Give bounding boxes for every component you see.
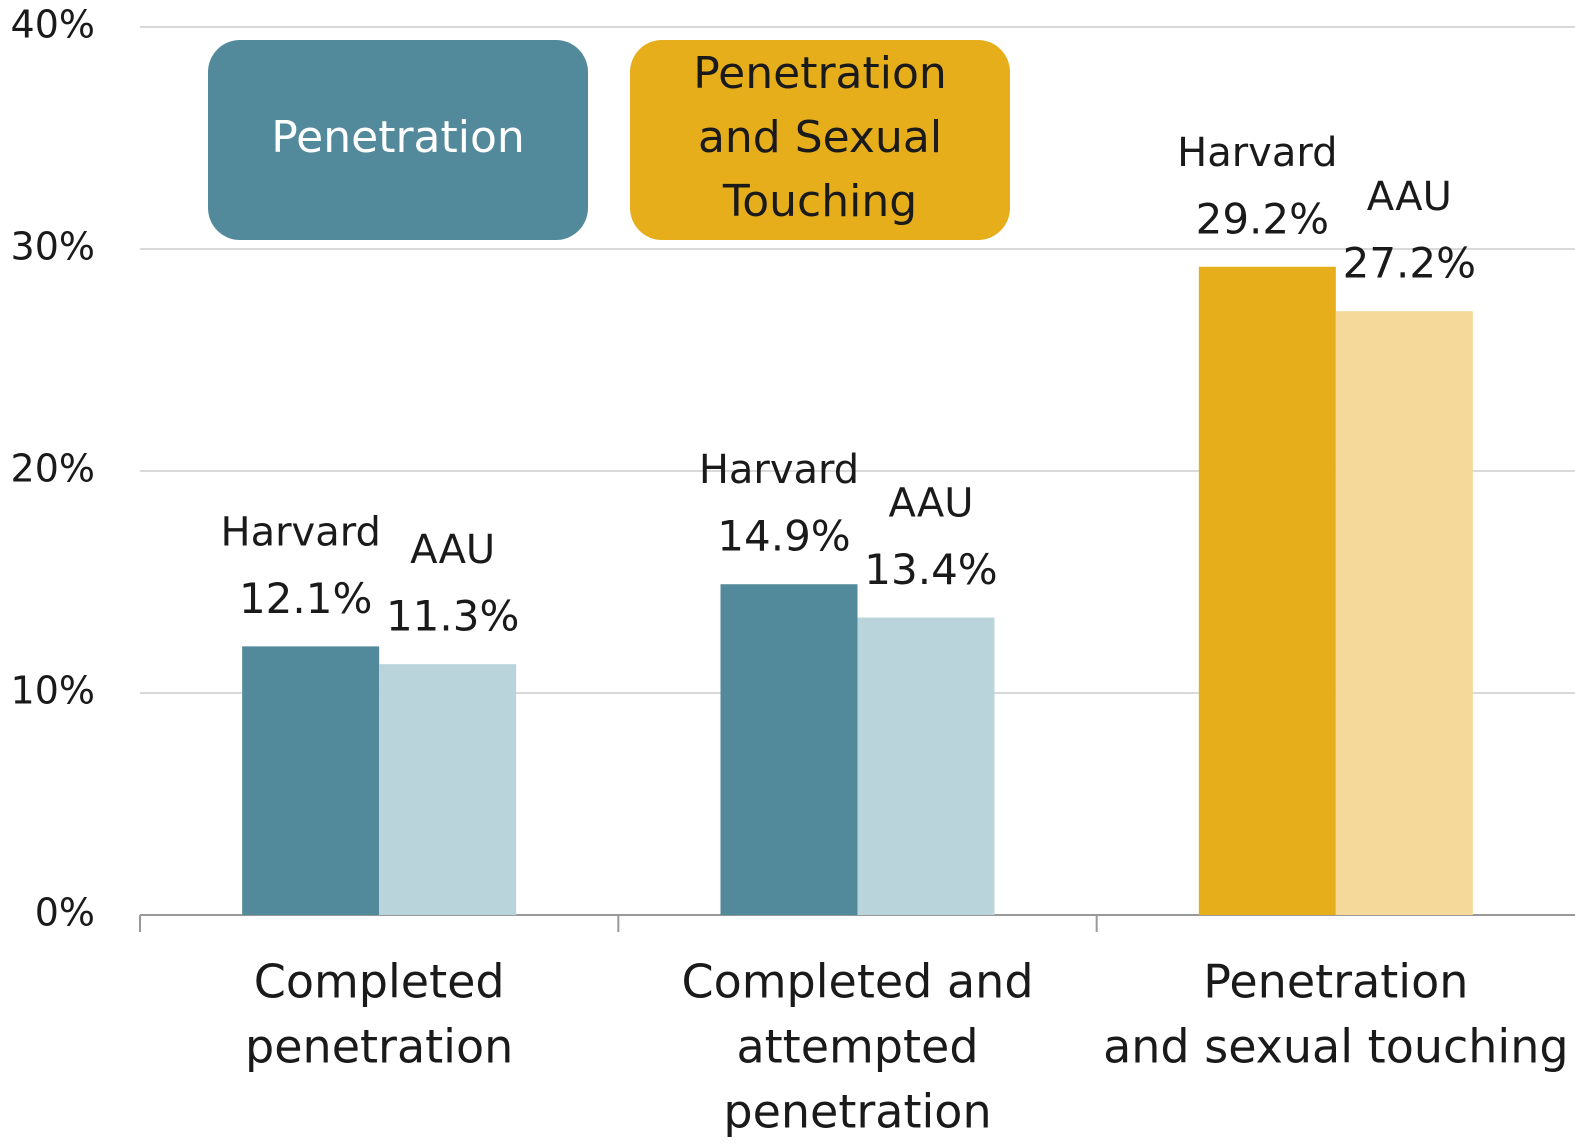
bar [1198, 266, 1336, 915]
value-label: 14.9% [717, 512, 850, 561]
legend-label: and Sexual [698, 112, 942, 163]
bar [379, 664, 517, 915]
value-label: 11.3% [386, 592, 519, 641]
x-tick-label: and sexual touching [1103, 1020, 1569, 1074]
x-tick-label: attempted [736, 1020, 978, 1074]
value-label: 27.2% [1343, 239, 1476, 288]
y-tick-label: 0% [35, 891, 95, 935]
legend-box [208, 40, 588, 240]
y-tick-label: 30% [11, 225, 95, 269]
legend-label: Penetration [693, 48, 947, 99]
value-label: 13.4% [864, 545, 997, 594]
series-label: AAU [410, 527, 495, 573]
series-label: Harvard [699, 447, 859, 493]
bar [1335, 311, 1473, 915]
series-label: Harvard [220, 509, 380, 555]
x-tick-label: penetration [723, 1085, 991, 1139]
bar [242, 646, 380, 915]
legend-label: Touching [722, 176, 917, 227]
series-label: AAU [888, 481, 973, 527]
y-tick-label: 20% [11, 447, 95, 491]
x-tick-label: Completed [254, 955, 505, 1009]
x-tick-label: penetration [245, 1020, 513, 1074]
legend-label: Penetration [271, 112, 525, 163]
x-tick-label: Penetration [1203, 955, 1468, 1009]
value-label: 29.2% [1196, 194, 1329, 243]
legend-box [630, 40, 1010, 240]
x-tick-label: Completed and [681, 955, 1033, 1009]
y-tick-label: 40% [11, 3, 95, 47]
series-label: Harvard [1177, 130, 1337, 176]
bar [720, 584, 858, 915]
value-label: 12.1% [239, 574, 372, 623]
bar [857, 617, 995, 915]
y-tick-label: 10% [11, 669, 95, 713]
series-label: AAU [1367, 174, 1452, 220]
